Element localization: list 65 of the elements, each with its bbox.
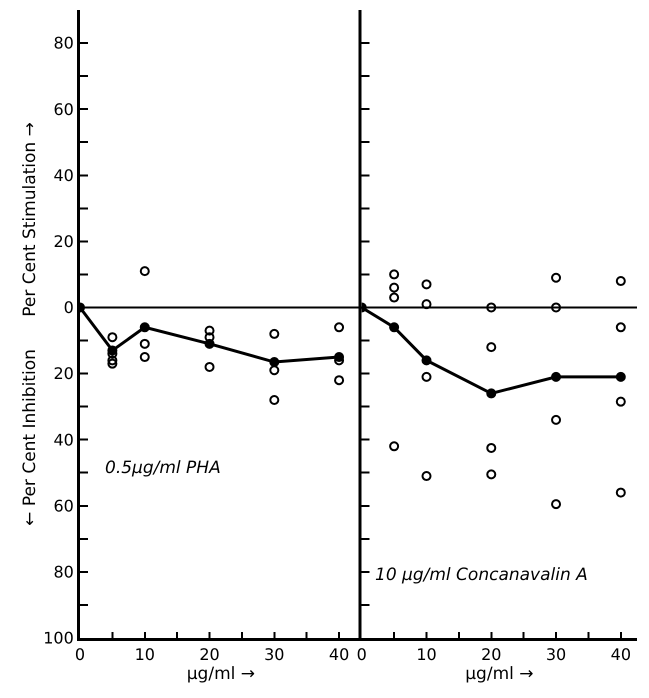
point bbox=[140, 322, 150, 332]
x-tick-label: 20 bbox=[199, 645, 220, 664]
point bbox=[140, 266, 150, 276]
y-tick-label: 80 bbox=[53, 34, 74, 53]
x-tick-label: 30 bbox=[264, 645, 284, 664]
point bbox=[107, 355, 118, 366]
point bbox=[422, 355, 432, 366]
point bbox=[204, 326, 215, 336]
point bbox=[422, 372, 432, 382]
x-axis-title: μg/ml → bbox=[465, 664, 534, 684]
point bbox=[616, 372, 626, 382]
annotation: 10 μg/ml Concanavalin A bbox=[375, 565, 588, 585]
point bbox=[551, 499, 562, 510]
point bbox=[616, 488, 626, 498]
point bbox=[616, 276, 626, 286]
x-tick-label: 10 bbox=[134, 645, 155, 664]
point bbox=[486, 342, 496, 352]
point bbox=[269, 395, 280, 406]
point bbox=[269, 365, 280, 376]
point bbox=[389, 269, 400, 280]
y-tick-label: 0 bbox=[64, 298, 74, 318]
point bbox=[616, 322, 626, 332]
point bbox=[551, 272, 562, 283]
point bbox=[422, 299, 432, 310]
point bbox=[486, 302, 496, 312]
point bbox=[389, 282, 400, 293]
point bbox=[389, 322, 400, 332]
y-tick-label: 20 bbox=[53, 364, 74, 384]
point bbox=[334, 322, 344, 332]
x-tick-label: 10 bbox=[416, 645, 437, 664]
y-tick-label: 40 bbox=[53, 166, 74, 185]
x-tick-label: 40 bbox=[610, 645, 631, 664]
point bbox=[486, 442, 496, 453]
y-tick-label: 60 bbox=[53, 496, 74, 516]
point bbox=[107, 358, 118, 369]
point bbox=[486, 388, 496, 398]
point bbox=[204, 362, 215, 372]
y-tick-label: 80 bbox=[53, 562, 74, 582]
y-tick-label: 60 bbox=[53, 100, 74, 119]
point bbox=[551, 372, 562, 382]
point bbox=[269, 357, 280, 368]
y-axis-title: ← Per Cent Inhibition Per Cent Stimulation → bbox=[20, 122, 40, 526]
point bbox=[422, 279, 432, 290]
y-tick-label: 40 bbox=[53, 430, 74, 450]
point bbox=[422, 471, 432, 482]
point bbox=[551, 302, 562, 312]
point bbox=[140, 352, 150, 362]
point bbox=[486, 469, 496, 480]
point bbox=[389, 292, 400, 303]
annotation: 0.5μg/ml PHA bbox=[105, 458, 221, 478]
x-tick-label: 30 bbox=[546, 645, 566, 664]
x-tick-label: 0 bbox=[356, 645, 367, 664]
point bbox=[551, 414, 562, 425]
point bbox=[140, 338, 150, 349]
point bbox=[269, 328, 280, 339]
point bbox=[107, 332, 118, 342]
point bbox=[204, 332, 215, 342]
x-axis-title: μg/ml → bbox=[186, 664, 255, 684]
x-tick-label: 40 bbox=[328, 645, 350, 664]
point bbox=[389, 441, 400, 452]
y-tick-label: 20 bbox=[53, 232, 74, 251]
x-tick-label: 20 bbox=[481, 645, 502, 664]
point bbox=[616, 396, 626, 407]
point bbox=[334, 375, 344, 386]
y-tick-label: 100 bbox=[43, 628, 74, 648]
